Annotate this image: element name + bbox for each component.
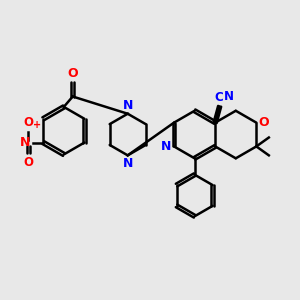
Text: N: N [224,90,234,103]
Text: C: C [215,91,224,104]
Text: N: N [122,99,133,112]
Text: +: + [32,120,40,130]
Text: N: N [20,136,31,149]
Text: O: O [23,156,33,169]
Text: O: O [23,116,33,130]
Text: O: O [68,67,78,80]
Text: N: N [122,157,133,170]
Text: N: N [160,140,171,153]
Text: O: O [259,116,269,129]
